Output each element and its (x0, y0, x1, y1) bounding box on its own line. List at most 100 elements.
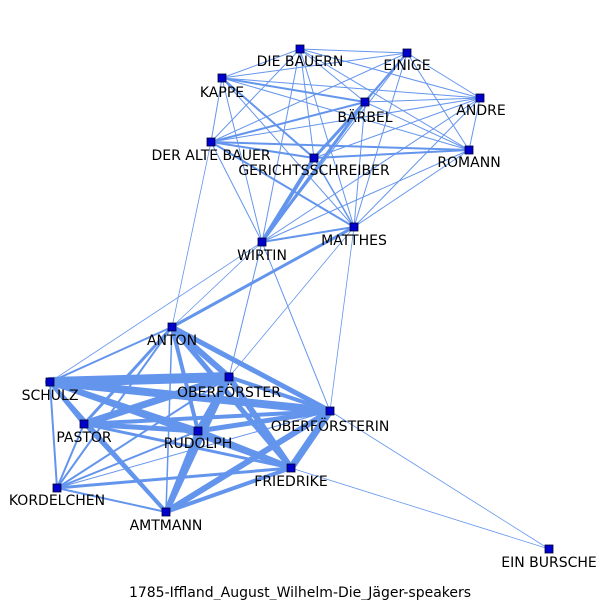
label-layer: DIE BAUERN EINIGE KAPPE ANDRE BÄRBEL DER ALTE… (9, 54, 597, 571)
edge-andre-romann (468, 97, 481, 151)
edge-die_bauern-kappe (221, 48, 301, 79)
edge-wirtin-schulz (49, 241, 263, 383)
node-einige (402, 48, 412, 58)
edge-gerichtsschreiber-matthes (313, 157, 355, 228)
edge-wirtin-oberforster (228, 241, 263, 378)
edge-barbel-romann (364, 101, 470, 151)
edge-andre-matthes (353, 97, 481, 228)
edge-romann-gerichtsschreiber (313, 149, 470, 159)
edge-einige-kappe (221, 52, 408, 79)
edge-schulz-oberforsterin (46, 378, 334, 415)
node-kordelchen (52, 483, 62, 493)
node-kappe (217, 73, 227, 83)
edge-kappe-der_alte_bauer (210, 77, 223, 143)
edge-barbel-matthes (353, 101, 366, 228)
label-anton: ANTON (147, 333, 197, 349)
label-wirtin: WIRTIN (237, 248, 287, 264)
label-amtmann: AMTMANN (130, 518, 203, 534)
label-pastor: PASTOR (56, 430, 112, 446)
edge-oberforster-pastor (80, 373, 233, 428)
label-kappe: KAPPE (200, 85, 244, 101)
edge-kappe-romann (221, 77, 470, 151)
edge-die_bauern-wirtin (261, 48, 301, 243)
label-gerichtsschreiber: GERICHTSSCHREIBER (238, 163, 390, 179)
label-barbel: BÄRBEL (337, 108, 392, 126)
edge-der_alte_bauer-anton (171, 141, 212, 328)
edge-matthes-anton (170, 225, 356, 329)
edge-der_alte_bauer-gerichtsschreiber (210, 141, 315, 159)
label-andre: ANDRE (456, 103, 505, 119)
edge-pastor-friedrike (82, 422, 293, 470)
edge-oberforsterin-amtmann (163, 408, 333, 515)
edge-matthes-oberforster (228, 226, 355, 378)
node-pastor (79, 419, 89, 429)
edge-barbel-der_alte_bauer (210, 101, 366, 143)
edge-friedrike-ein_bursche (290, 467, 550, 550)
label-ein_bursche: EIN BURSCHE (501, 555, 597, 571)
node-rudolph (193, 426, 203, 436)
node-oberforster (224, 372, 234, 382)
edge-die_bauern-der_alte_bauer (210, 48, 301, 143)
edge-romann-matthes (353, 149, 470, 228)
node-andre (475, 93, 485, 103)
edge-anton-schulz (49, 326, 173, 383)
edge-layer (45, 48, 550, 550)
edge-gerichtsschreiber-wirtin (260, 156, 316, 244)
edge-die_bauern-einige (299, 48, 408, 54)
edge-friedrike-kordelchen (55, 466, 293, 490)
label-matthes: MATTHES (321, 233, 387, 249)
node-ein_bursche (544, 544, 554, 554)
node-die_bauern (295, 44, 305, 54)
node-anton (167, 322, 177, 332)
node-der_alte_bauer (206, 137, 216, 147)
label-romann: ROMANN (437, 155, 500, 171)
edge-kappe-barbel (221, 77, 366, 103)
edge-matthes-oberforsterin (329, 226, 355, 412)
edge-rudolph-amtmann (163, 428, 201, 515)
edge-oberforsterin-pastor (82, 409, 332, 426)
edge-kordelchen-amtmann (56, 487, 167, 513)
edge-pastor-kordelchen (56, 423, 85, 489)
edge-einige-der_alte_bauer (210, 52, 408, 143)
label-die_bauern: DIE BAUERN (257, 54, 344, 70)
edge-der_alte_bauer-wirtin (210, 141, 263, 243)
edge-oberforsterin-rudolph (195, 408, 333, 434)
edge-friedrike-amtmann (164, 466, 293, 514)
node-romann (464, 145, 474, 155)
edge-oberforsterin-kordelchen (56, 410, 331, 489)
edge-rudolph-friedrike (195, 428, 294, 471)
edge-romann-wirtin (261, 149, 470, 243)
node-oberforsterin (325, 406, 335, 416)
edge-die_bauern-matthes (299, 48, 355, 228)
node-schulz (45, 377, 55, 387)
edge-andre-gerichtsschreiber (313, 97, 481, 159)
edge-andre-wirtin (261, 97, 481, 243)
node-gerichtsschreiber (309, 153, 319, 163)
edge-andre-der_alte_bauer (210, 97, 481, 143)
node-friedrike (286, 463, 296, 473)
edge-wirtin-oberforsterin (261, 241, 331, 412)
edge-oberforster-oberforsterin (227, 375, 332, 413)
label-rudolph: RUDOLPH (164, 436, 233, 452)
edge-kappe-matthes (221, 77, 355, 228)
edge-oberforster-kordelchen (56, 376, 230, 489)
edge-die_bauern-barbel (299, 48, 366, 103)
edge-einige-matthes (353, 52, 408, 228)
label-friedrike: FRIEDRIKE (254, 474, 327, 490)
label-oberforsterin: OBERFÖRSTERIN (271, 417, 390, 435)
edge-schulz-kordelchen (49, 381, 58, 489)
edge-pastor-amtmann (82, 422, 168, 514)
edge-rudolph-kordelchen (56, 430, 199, 489)
label-kordelchen: KORDELCHEN (9, 493, 105, 509)
edge-matthes-wirtin (261, 226, 355, 243)
edge-anton-oberforsterin (169, 324, 333, 414)
label-einige: EINIGE (383, 58, 430, 74)
label-der_alte_bauer: DER ALTE BAUER (151, 148, 270, 164)
edge-der_alte_bauer-matthes (210, 141, 355, 228)
node-matthes (349, 222, 359, 232)
edge-einige-andre (406, 52, 481, 99)
edge-der_alte_bauer-romann (210, 141, 470, 151)
edge-pastor-rudolph (81, 421, 201, 434)
edge-wirtin-anton (171, 241, 263, 328)
